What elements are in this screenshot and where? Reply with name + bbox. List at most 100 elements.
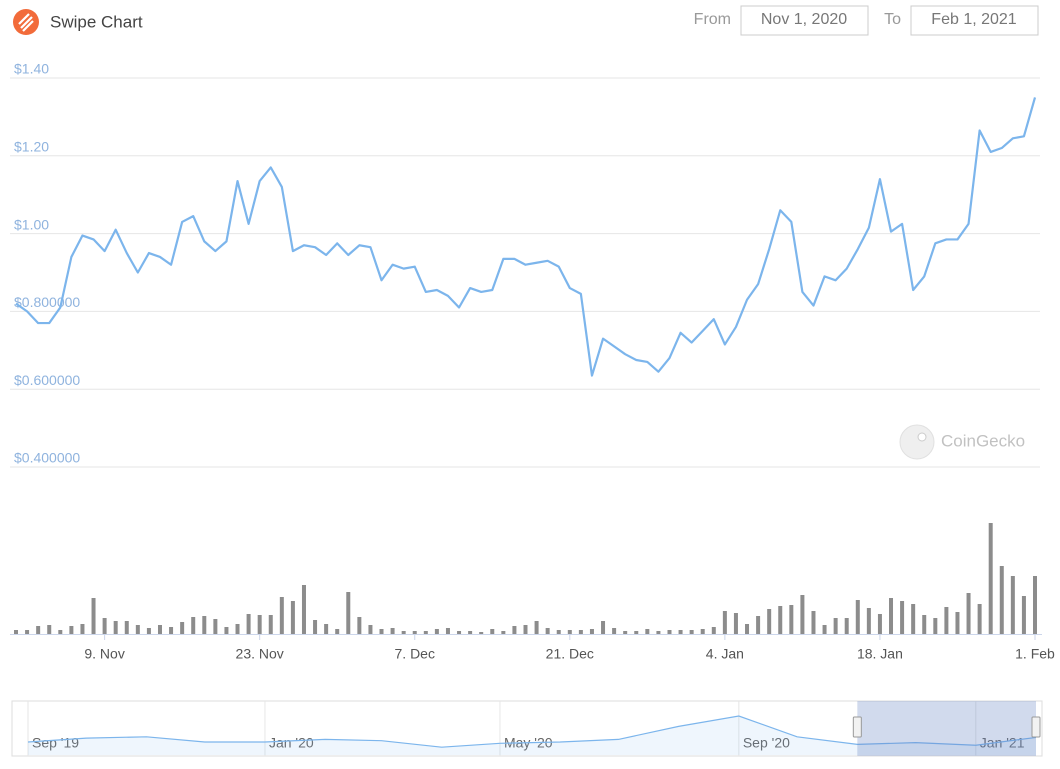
- volume-bar: [855, 600, 860, 634]
- volume-bar: [324, 624, 329, 634]
- volume-bar: [157, 625, 162, 634]
- volume-bar: [279, 597, 284, 634]
- volume-bar: [479, 632, 484, 634]
- volume-bar: [213, 619, 218, 634]
- volume-bar: [767, 609, 772, 634]
- x-tick-label: 1. Feb: [1015, 646, 1055, 662]
- volume-bar: [445, 628, 450, 634]
- x-tick-label: 7. Dec: [395, 646, 435, 662]
- volume-bar: [711, 627, 716, 634]
- volume-bar: [700, 629, 705, 634]
- volume-bar: [556, 630, 561, 634]
- volume-bar: [833, 618, 838, 634]
- volume-bar: [246, 614, 251, 634]
- volume-bar: [667, 630, 672, 634]
- volume-bar: [1010, 576, 1015, 634]
- volume-bar: [135, 625, 140, 634]
- volume-bar: [301, 585, 306, 634]
- volume-bar: [811, 611, 816, 634]
- x-tick-label: 18. Jan: [857, 646, 903, 662]
- logo: [13, 9, 39, 35]
- x-tick-label: 21. Dec: [546, 646, 594, 662]
- y-tick-label: $0.600000: [14, 372, 80, 388]
- volume-bar: [47, 625, 52, 634]
- volume-bar: [889, 598, 894, 634]
- volume-bar: [290, 601, 295, 634]
- volume-bar: [357, 617, 362, 634]
- y-tick-label: $0.800000: [14, 294, 80, 310]
- from-label: From: [694, 11, 731, 28]
- volume-bar: [434, 629, 439, 634]
- volume-bar: [722, 611, 727, 634]
- volume-bar: [623, 631, 628, 634]
- volume-bar: [678, 630, 683, 634]
- volume-bar: [313, 620, 318, 634]
- volume-bar: [656, 631, 661, 634]
- y-tick-label: $1.20: [14, 139, 49, 155]
- x-tick-label: 4. Jan: [706, 646, 744, 662]
- volume-bar: [512, 626, 517, 634]
- to-label: To: [884, 11, 901, 28]
- volume-bar: [335, 629, 340, 634]
- volume-bar: [756, 616, 761, 634]
- volume-bar: [988, 523, 993, 634]
- from-input[interactable]: [740, 5, 869, 36]
- navigator-handle[interactable]: [1031, 716, 1041, 738]
- volume-bar: [944, 607, 949, 634]
- navigator-selection[interactable]: [857, 701, 1036, 756]
- volume-bar: [235, 624, 240, 634]
- volume-bar: [800, 595, 805, 634]
- volume-bar: [468, 631, 473, 634]
- volume-bar: [69, 626, 74, 634]
- y-tick-label: $1.00: [14, 216, 49, 232]
- watermark: CoinGecko: [899, 424, 1025, 460]
- volume-bar: [534, 621, 539, 634]
- volume-bar: [379, 629, 384, 634]
- volume-bar: [25, 630, 30, 634]
- price-line: [15, 97, 1037, 377]
- x-tick-label: 9. Nov: [84, 646, 124, 662]
- to-date: Feb 1, 2021: [931, 11, 1017, 28]
- volume-bar: [490, 629, 495, 634]
- navigator-frame: [11, 700, 1043, 757]
- volume-bar: [1033, 576, 1037, 634]
- navigator-handle[interactable]: [852, 716, 862, 738]
- volume-bar: [423, 631, 428, 634]
- navigator-tick-label: Jan '21: [980, 735, 1025, 751]
- from-date: Nov 1, 2020: [761, 11, 847, 28]
- volume-bar: [523, 625, 528, 634]
- volume-bar: [224, 627, 229, 634]
- volume-bar: [191, 617, 196, 634]
- volume-bar: [955, 612, 960, 634]
- volume-bar: [733, 613, 738, 634]
- volume-bar: [900, 601, 905, 634]
- volume-bar: [169, 627, 174, 634]
- volume-bar: [612, 628, 617, 634]
- chart-title: Swipe Chart: [50, 12, 143, 31]
- volume-bar: [412, 631, 417, 634]
- volume-bar: [346, 592, 351, 634]
- to-input[interactable]: [910, 5, 1039, 36]
- volume-bar: [911, 604, 916, 634]
- volume-bar: [922, 615, 927, 634]
- watermark-text: CoinGecko: [941, 431, 1025, 450]
- volume-bar: [91, 598, 96, 634]
- navigator-tick-label: Jan '20: [269, 735, 314, 751]
- volume-bar: [634, 631, 639, 634]
- volume-bar: [102, 618, 107, 634]
- volume-bar: [124, 621, 129, 634]
- volume-bar: [113, 621, 118, 634]
- volume-bar: [589, 629, 594, 634]
- volume-bar: [146, 628, 151, 634]
- volume-bar: [966, 593, 971, 634]
- volume-bar: [36, 626, 41, 634]
- volume-bar: [501, 631, 506, 634]
- y-tick-label: $0.400000: [14, 450, 80, 466]
- volume-bar: [778, 606, 783, 634]
- volume-bar: [567, 630, 572, 634]
- volume-bar: [257, 615, 262, 634]
- navigator-tick-label: Sep '20: [743, 735, 790, 751]
- volume-bar: [877, 614, 882, 634]
- volume-bar: [745, 624, 750, 634]
